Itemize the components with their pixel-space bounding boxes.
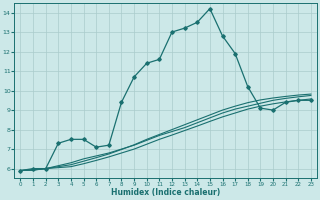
X-axis label: Humidex (Indice chaleur): Humidex (Indice chaleur) — [111, 188, 220, 197]
